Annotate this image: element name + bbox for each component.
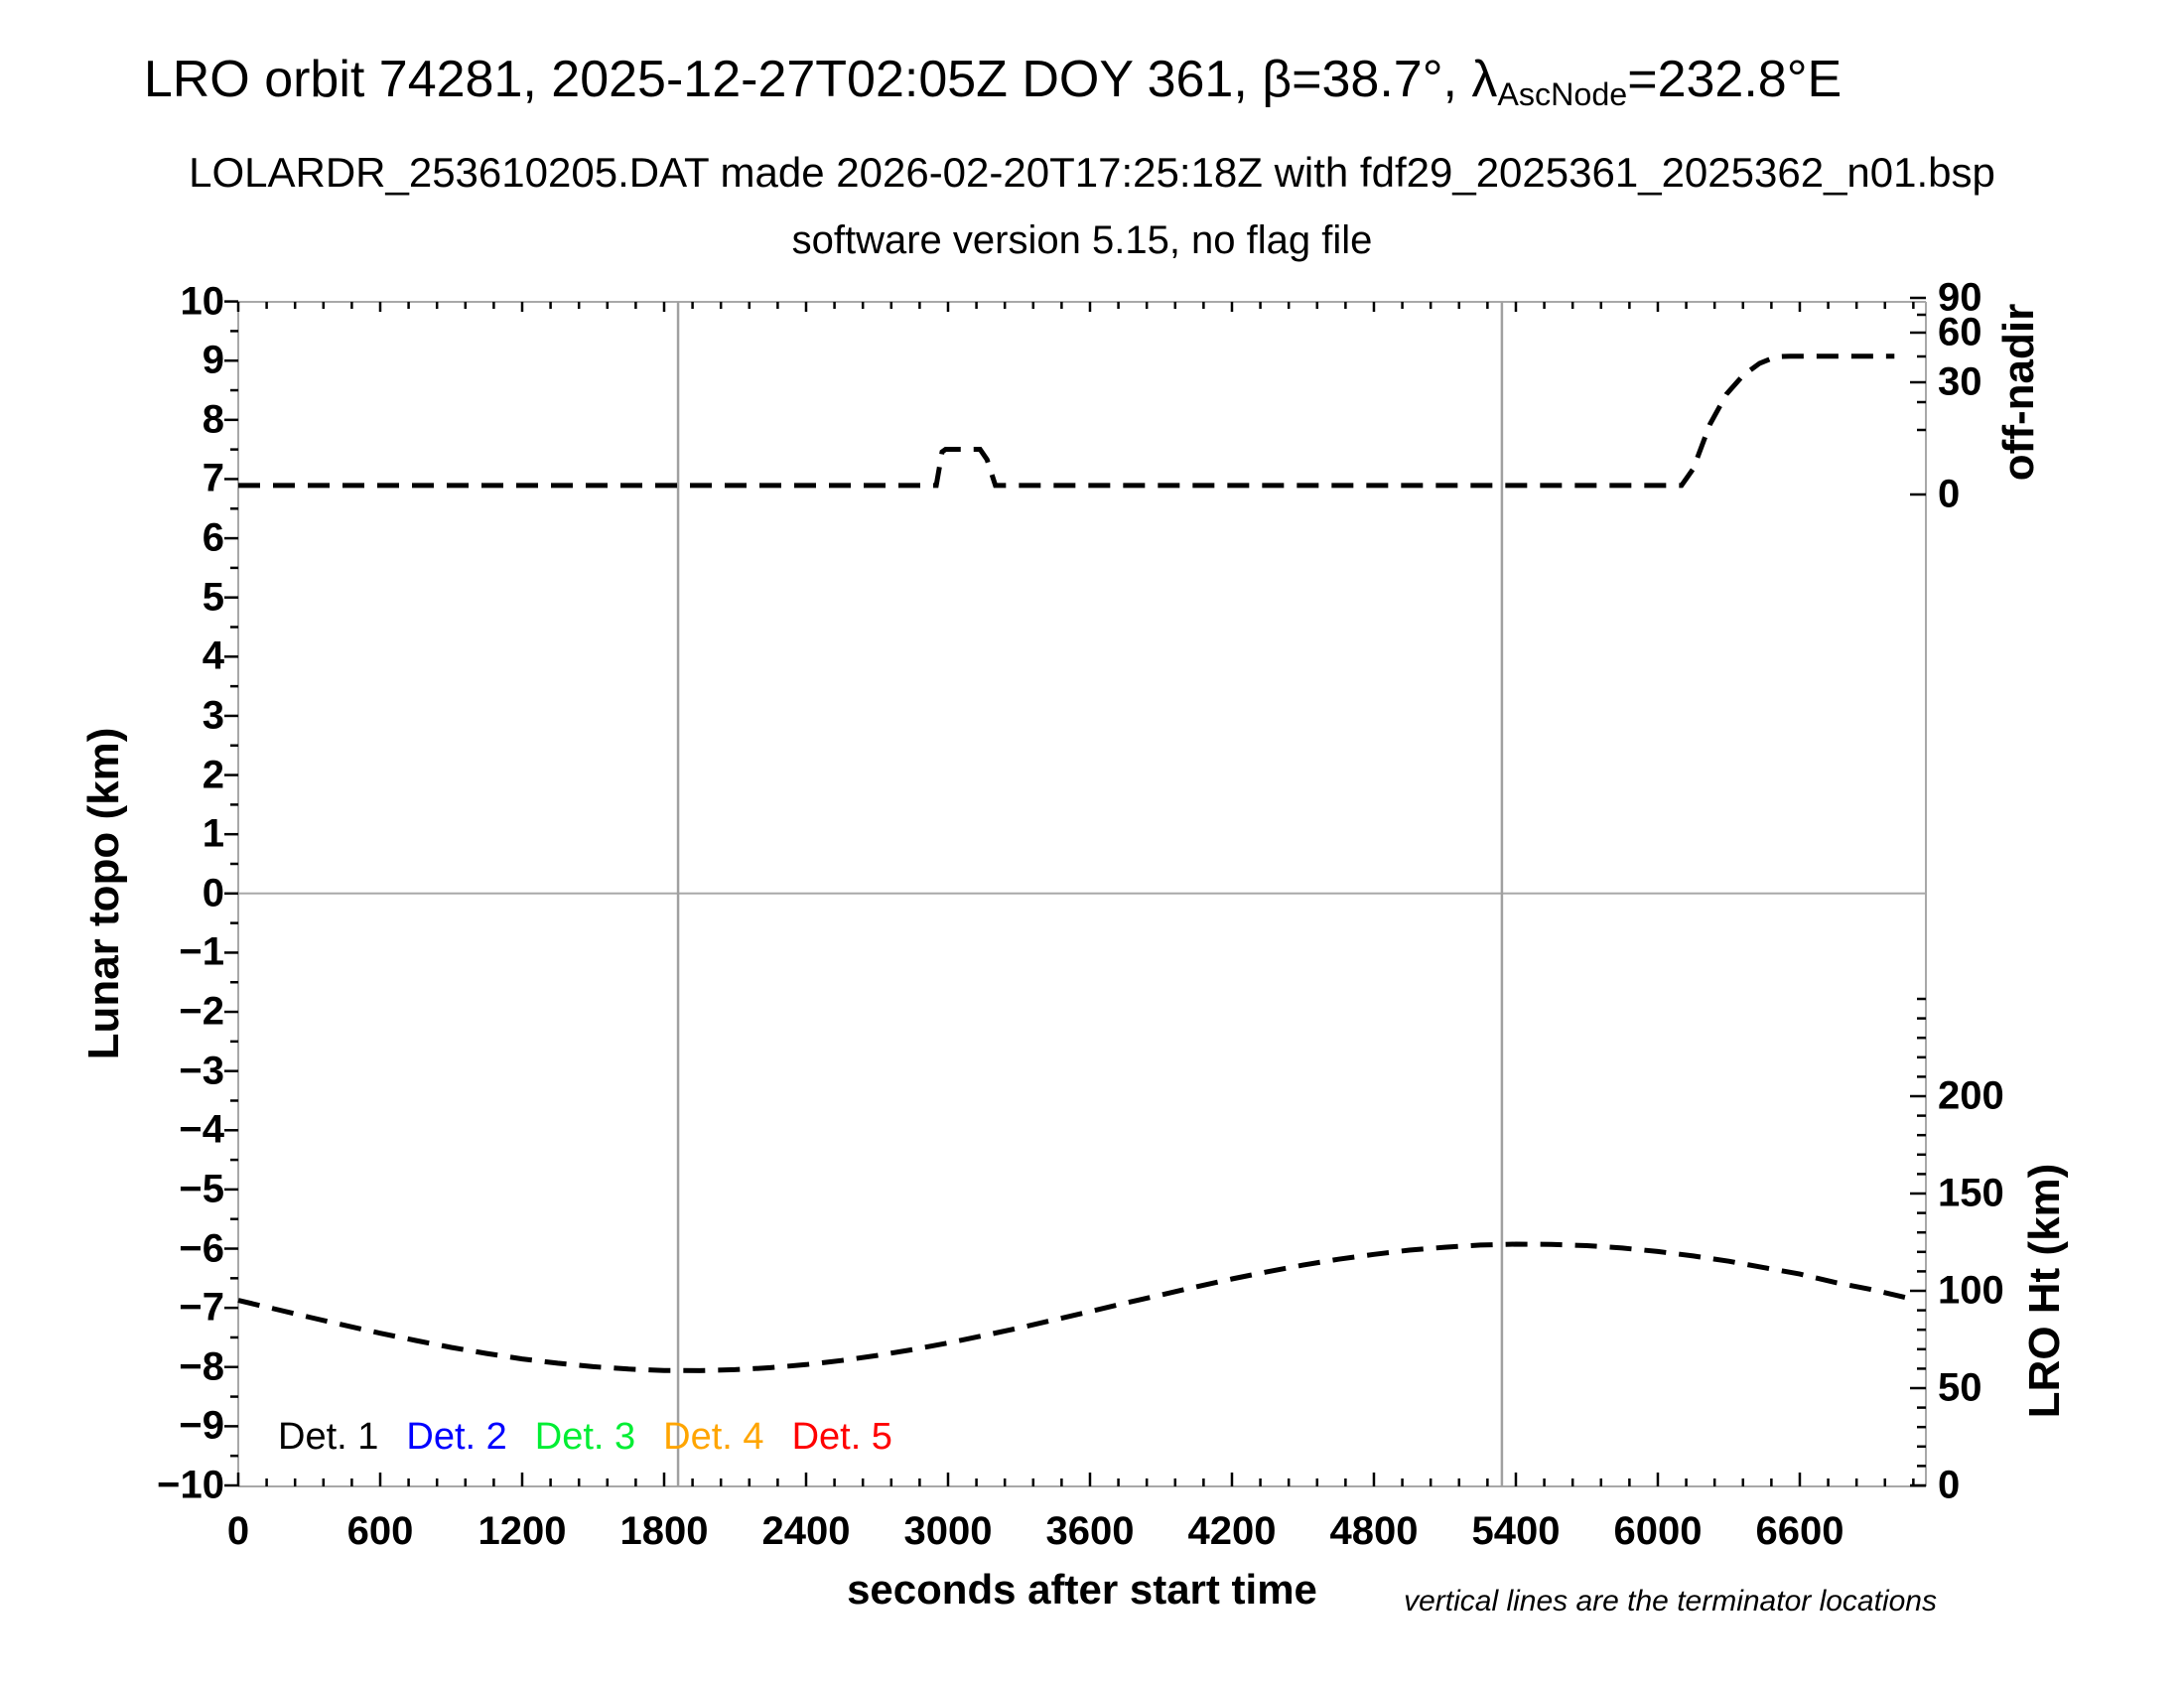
x-tick-label: 5400 <box>1471 1509 1561 1553</box>
lunar-topo-tick-label: −3 <box>179 1049 224 1093</box>
x-tick-label: 3000 <box>903 1509 993 1553</box>
x-tick-label: 3600 <box>1045 1509 1135 1553</box>
lro-ht-tick-label: 200 <box>1938 1073 2004 1118</box>
x-tick-label: 600 <box>346 1509 414 1553</box>
x-tick-label: 1800 <box>619 1509 709 1553</box>
x-axis-title: seconds after start time <box>847 1566 1317 1613</box>
title-text-end: =232.8°E <box>1627 51 1843 108</box>
lunar-topo-tick-label: 3 <box>202 693 224 738</box>
lunar-topo-tick-label: 4 <box>202 633 224 678</box>
lunar-topo-tick-label: −8 <box>179 1344 224 1389</box>
x-tick-label: 6600 <box>1755 1509 1844 1553</box>
off-nadir-curve <box>238 353 1895 489</box>
lro-ht-tick-label: 100 <box>1938 1268 2004 1313</box>
lunar-topo-tick-label: −10 <box>157 1463 224 1507</box>
x-tick-label: 4200 <box>1187 1509 1277 1553</box>
lunar-topo-tick-label: 8 <box>202 397 224 442</box>
x-tick-label: 4800 <box>1329 1509 1419 1553</box>
lunar-topo-tick-label: −6 <box>179 1226 224 1271</box>
title-subscript: AscNode <box>1497 76 1628 113</box>
terminator-footnote: vertical lines are the terminator locati… <box>1404 1585 1937 1618</box>
lunar-topo-tick-label: 9 <box>202 338 224 382</box>
x-tick-label: 0 <box>226 1509 250 1553</box>
x-tick-label: 6000 <box>1613 1509 1703 1553</box>
lunar-topo-tick-label: 1 <box>202 811 224 856</box>
off-nadir-tick-label: 90 <box>1938 275 1982 320</box>
lro-ht-tick-label: 150 <box>1938 1171 2004 1215</box>
x-tick-label: 2400 <box>761 1509 851 1553</box>
lunar-topo-tick-label: −5 <box>179 1167 224 1211</box>
lunar-topo-tick-label: 5 <box>202 575 224 620</box>
detector-legend: Det. 1 Det. 2 Det. 3 Det. 4 Det. 5 <box>278 1416 892 1459</box>
lro-ht-tick-label: 50 <box>1938 1365 1982 1410</box>
lunar-topo-tick-label: −7 <box>179 1285 224 1330</box>
lro-ht-tick-label: 0 <box>1938 1463 1961 1507</box>
lunar-topo-tick-label: 0 <box>202 871 224 915</box>
subtitle-software-version: software version 5.15, no flag file <box>791 218 1373 262</box>
lunar-topo-tick-label: −2 <box>179 989 224 1034</box>
off-nadir-tick-label: 60 <box>1938 310 1982 354</box>
off-nadir-tick-label: 30 <box>1938 359 1982 404</box>
lunar-topo-tick-label: −9 <box>179 1403 224 1448</box>
lro-height-curve <box>237 1241 1907 1373</box>
x-tick-label: 1200 <box>478 1509 567 1553</box>
legend-item-det-4: Det. 4 <box>663 1416 764 1458</box>
legend-item-det-5: Det. 5 <box>791 1416 892 1458</box>
off-nadir-tick-label: 0 <box>1938 472 1961 516</box>
lunar-topo-tick-label: 6 <box>202 515 224 560</box>
title-text-main: LRO orbit 74281, 2025-12-27T02:05Z DOY 3… <box>143 51 1498 108</box>
lunar-topo-tick-label: −4 <box>179 1107 224 1152</box>
lunar-topo-tick-label: 7 <box>202 456 224 500</box>
legend-item-det-2: Det. 2 <box>406 1416 507 1458</box>
legend-item-det-3: Det. 3 <box>534 1416 636 1458</box>
subtitle-filename: LOLARDR_253610205.DAT made 2026-02-20T17… <box>189 149 1995 196</box>
lunar-topo-tick-label: −1 <box>179 929 224 974</box>
legend-item-det-1: Det. 1 <box>278 1416 379 1458</box>
lunar-topo-tick-label: 2 <box>202 753 224 797</box>
page-title: LRO orbit 74281, 2025-12-27T02:05Z DOY 3… <box>144 50 1842 113</box>
lunar-topo-tick-label: 10 <box>180 279 225 324</box>
